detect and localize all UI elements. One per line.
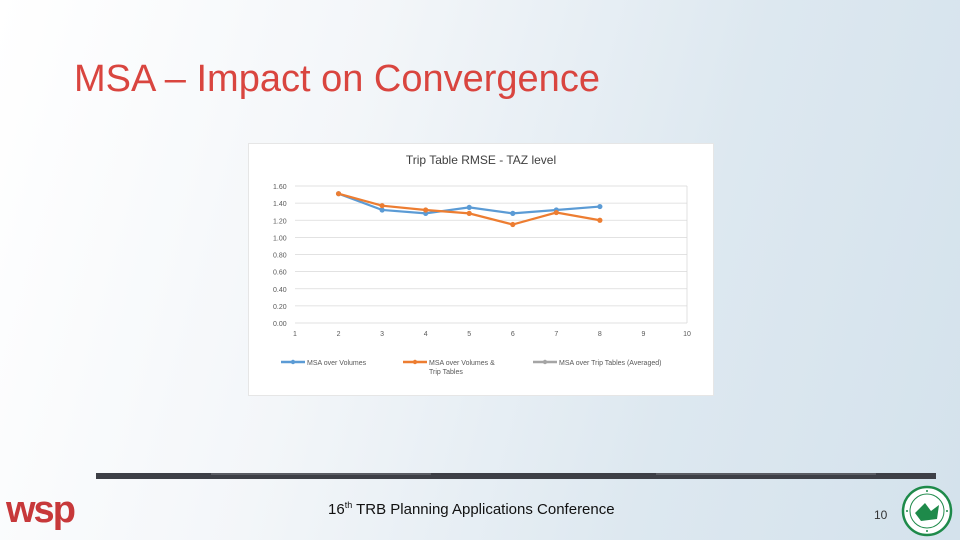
legend-marker [290, 359, 296, 365]
data-point [466, 204, 472, 211]
chart-svg: Trip Table RMSE - TAZ level 0.00 0.20 0.40 0… [273, 153, 691, 376]
x-tick-label: 2 [337, 331, 341, 338]
x-tick-label: 10 [683, 331, 691, 338]
x-tick-label: 8 [598, 331, 602, 338]
legend-label: MSA over Trip Tables (Averaged) [559, 360, 661, 367]
legend-marker [412, 359, 418, 365]
chart-title: Trip Table RMSE - TAZ level [406, 153, 556, 167]
y-tick-label: 1.60 [273, 184, 287, 191]
x-tick-label: 7 [554, 331, 558, 338]
y-tick-label: 0.20 [273, 304, 287, 311]
x-tick-label: 6 [511, 331, 515, 338]
y-tick-label: 0.40 [273, 287, 287, 294]
conference-ordinal-suffix: th [344, 500, 353, 510]
y-tick-label: 0.00 [273, 321, 287, 328]
x-tick-label: 3 [380, 331, 384, 338]
conference-name: 16th TRB Planning Applications Conferenc… [328, 500, 615, 518]
slide-title: MSA – Impact on Convergence [74, 58, 600, 100]
data-point [510, 210, 516, 216]
x-tick-label: 5 [467, 331, 471, 338]
y-tick-label: 0.60 [273, 270, 287, 277]
data-point [335, 191, 342, 197]
conference-title: TRB Planning Applications Conference [352, 501, 615, 518]
y-tick-label: 1.00 [273, 235, 287, 242]
footer-divider-accent [656, 473, 876, 475]
data-point [553, 209, 559, 216]
data-point [423, 207, 429, 213]
x-tick-label: 1 [293, 331, 297, 338]
y-tick-label: 1.40 [273, 201, 287, 208]
y-tick-label: 0.80 [273, 253, 287, 260]
data-point [510, 221, 516, 228]
data-point [379, 207, 385, 213]
legend-label: MSA over Volumes [307, 360, 367, 367]
data-point [597, 203, 603, 210]
rmse-line-chart: Trip Table RMSE - TAZ level 0.00 0.20 0.40 0… [248, 143, 714, 396]
page-number: 10 [874, 508, 888, 522]
x-tick-label: 4 [424, 331, 428, 338]
wsp-logo: wsp [5, 492, 77, 531]
data-point [597, 217, 603, 223]
data-point [466, 210, 472, 216]
conference-ordinal: 16 [328, 501, 345, 518]
state-seal-icon [901, 485, 953, 537]
footer-divider-accent [211, 473, 431, 475]
legend-label: MSA over Volumes & Trip Tables [429, 360, 495, 376]
legend-marker [542, 359, 548, 365]
footer-divider [96, 473, 936, 479]
x-tick-label: 9 [641, 331, 645, 338]
y-tick-label: 1.20 [273, 218, 287, 225]
wsp-logo-text: wsp [5, 492, 75, 531]
data-point [379, 203, 385, 209]
